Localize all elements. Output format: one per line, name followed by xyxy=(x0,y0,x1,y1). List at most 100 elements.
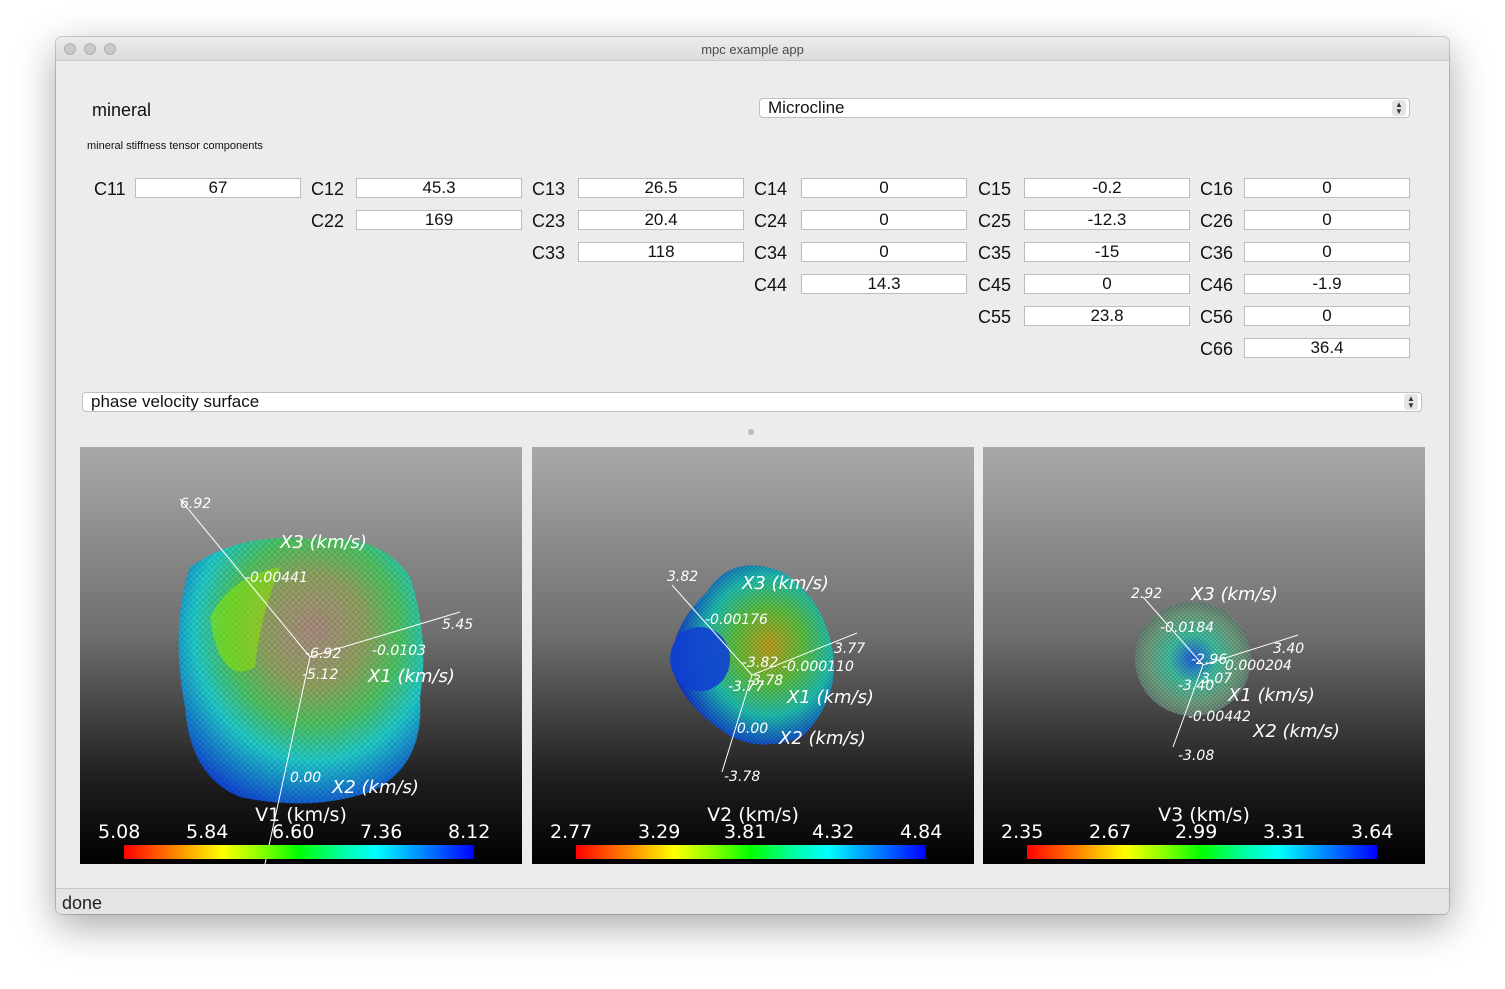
surface-plot-v2: 3.82 -0.00176 3.77 -3.82 -0.000110 -3.77… xyxy=(667,565,874,785)
tensor-field-c24[interactable]: 0 xyxy=(801,210,967,230)
tensor-label-c34: C34 xyxy=(754,243,788,263)
tensor-label-c46: C46 xyxy=(1200,275,1234,295)
tensor-label-c16: C16 xyxy=(1200,179,1234,199)
tensor-field-c23[interactable]: 20.4 xyxy=(578,210,744,230)
colorbar-tick: 2.99 xyxy=(1175,821,1218,843)
close-window-button[interactable] xyxy=(64,43,76,55)
splitter-handle[interactable] xyxy=(748,429,754,435)
annotation: 3.82 xyxy=(667,569,698,585)
plot-type-select-value: phase velocity surface xyxy=(91,392,260,411)
colorbar-tick: 5.08 xyxy=(98,821,141,843)
annotation: 0.00 xyxy=(290,770,321,786)
colorbar xyxy=(1027,845,1377,859)
annotation: -3.77 xyxy=(728,679,764,695)
tensor-field-c12[interactable]: 45.3 xyxy=(356,178,522,198)
tensor-field-c11[interactable]: 67 xyxy=(135,178,301,198)
select-arrows-icon: ▲ ▼ xyxy=(1404,394,1418,410)
annotation: 6.92 xyxy=(180,496,211,512)
mineral-label: mineral xyxy=(92,100,152,120)
tensor-field-c46[interactable]: -1.9 xyxy=(1244,274,1410,294)
annotation: -0.00442 xyxy=(1188,709,1251,725)
plot-type-select[interactable]: phase velocity surface ▲ ▼ xyxy=(82,392,1422,412)
colorbar-tick: 2.67 xyxy=(1089,821,1132,843)
annotation: -0.000110 xyxy=(782,659,854,675)
minimize-window-button[interactable] xyxy=(84,43,96,55)
axis-label-x2: X2 (km/s) xyxy=(331,777,419,798)
colorbar xyxy=(124,845,474,859)
axis-label-x1: X1 (km/s) xyxy=(367,666,455,687)
annotation: -3.78 xyxy=(724,769,760,785)
annotation: -3.40 xyxy=(1178,678,1214,694)
axis-label-x2: X2 (km/s) xyxy=(1252,721,1340,742)
tensor-field-c16[interactable]: 0 xyxy=(1244,178,1410,198)
colorbar-tick: 6.60 xyxy=(272,821,315,843)
velocity-view-v3[interactable]: 2.92 -0.0184 3.40 -2.96 0.000204 -3.40 3… xyxy=(983,447,1425,864)
tensor-field-c36[interactable]: 0 xyxy=(1244,242,1410,262)
annotation: 2.92 xyxy=(1131,586,1162,602)
annotation: 3.77 xyxy=(834,641,865,657)
colorbar-tick: 3.31 xyxy=(1263,821,1306,843)
velocity-view-v1[interactable]: 6.92 -0.00441 5.45 -0.0103 -6.92 -5.12 0… xyxy=(80,447,522,864)
annotation: -0.0184 xyxy=(1160,620,1214,636)
tensor-field-c33[interactable]: 118 xyxy=(578,242,744,262)
velocity-view-v2[interactable]: 3.82 -0.00176 3.77 -3.82 -0.000110 -3.77… xyxy=(532,447,974,864)
tensor-field-c55[interactable]: 23.8 xyxy=(1024,306,1190,326)
axis-label-x3: X3 (km/s) xyxy=(1190,584,1278,605)
colorbar-tick: 4.84 xyxy=(900,821,943,843)
app-window: mpc example app mineral Microcline ▲ ▼ mi… xyxy=(56,37,1449,914)
annotation: 0.000204 xyxy=(1225,658,1292,674)
annotation: 3.07 xyxy=(1201,671,1232,687)
annotation: -0.00441 xyxy=(245,570,308,586)
annotation: -0.00176 xyxy=(705,612,768,628)
colorbar-tick: 2.77 xyxy=(550,821,593,843)
annotation: -3.08 xyxy=(1178,748,1214,764)
annotation: 5.45 xyxy=(442,617,473,633)
tensor-label-c25: C25 xyxy=(978,211,1012,231)
tensor-label-c44: C44 xyxy=(754,275,788,295)
tensor-label-c35: C35 xyxy=(978,243,1012,263)
colorbar-tick: 3.29 xyxy=(638,821,681,843)
tensor-field-c15[interactable]: -0.2 xyxy=(1024,178,1190,198)
tensor-label-c13: C13 xyxy=(532,179,566,199)
tensor-label-c23: C23 xyxy=(532,211,566,231)
zoom-window-button[interactable] xyxy=(104,43,116,55)
tensor-field-c26[interactable]: 0 xyxy=(1244,210,1410,230)
status-bar: done xyxy=(56,888,1449,914)
window-title: mpc example app xyxy=(701,42,804,57)
tensor-field-c25[interactable]: -12.3 xyxy=(1024,210,1190,230)
tensor-label-c56: C56 xyxy=(1200,307,1234,327)
annotation: -5.12 xyxy=(302,667,338,683)
annotation: 3.78 xyxy=(752,673,783,689)
tensor-field-c34[interactable]: 0 xyxy=(801,242,967,262)
title-bar: mpc example app xyxy=(56,37,1449,61)
tensor-field-c13[interactable]: 26.5 xyxy=(578,178,744,198)
annotation: 0.00 xyxy=(737,721,768,737)
tensor-field-c44[interactable]: 14.3 xyxy=(801,274,967,294)
tensor-field-c22[interactable]: 169 xyxy=(356,210,522,230)
tensor-field-c56[interactable]: 0 xyxy=(1244,306,1410,326)
tensor-field-c14[interactable]: 0 xyxy=(801,178,967,198)
tensor-label-c33: C33 xyxy=(532,243,566,263)
surface-plot-v1: 6.92 -0.00441 5.45 -0.0103 -6.92 -5.12 0… xyxy=(178,496,473,864)
tensor-label-c36: C36 xyxy=(1200,243,1234,263)
colorbar-tick: 7.36 xyxy=(360,821,403,843)
colorbar-title: V2 (km/s) xyxy=(707,804,799,826)
annotation: -0.0103 xyxy=(372,643,426,659)
tensor-label-c12: C12 xyxy=(311,179,345,199)
colorbar-tick: 3.81 xyxy=(724,821,767,843)
tensor-label-c11: C11 xyxy=(94,179,126,199)
mineral-select[interactable]: Microcline ▲ ▼ xyxy=(759,98,1410,118)
axis-label-x2: X2 (km/s) xyxy=(778,728,866,749)
colorbar-tick: 3.64 xyxy=(1351,821,1394,843)
tensor-label-c24: C24 xyxy=(754,211,788,231)
mineral-select-value: Microcline xyxy=(768,98,845,117)
tensor-field-c66[interactable]: 36.4 xyxy=(1244,338,1410,358)
select-arrows-icon: ▲ ▼ xyxy=(1392,100,1406,116)
tensor-label-c45: C45 xyxy=(978,275,1012,295)
tensor-field-c45[interactable]: 0 xyxy=(1024,274,1190,294)
colorbar-tick: 2.35 xyxy=(1001,821,1044,843)
axis-label-x1: X1 (km/s) xyxy=(1227,685,1315,706)
tensor-field-c35[interactable]: -15 xyxy=(1024,242,1190,262)
tensor-label-c22: C22 xyxy=(311,211,345,231)
status-text: done xyxy=(62,893,103,913)
